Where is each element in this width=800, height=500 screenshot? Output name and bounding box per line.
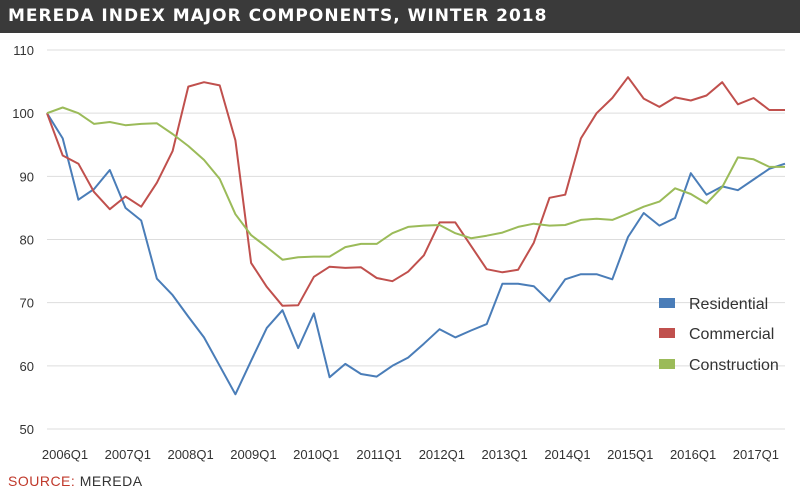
x-tick-label: 2006Q1 xyxy=(42,447,88,462)
y-tick-label: 50 xyxy=(20,422,34,437)
chart-title: MEREDA INDEX MAJOR COMPONENTS, WINTER 20… xyxy=(8,6,548,26)
x-tick-label: 2015Q1 xyxy=(607,447,653,462)
y-tick-label: 80 xyxy=(20,233,34,248)
x-tick-label: 2017Q1 xyxy=(733,447,779,462)
y-tick-label: 100 xyxy=(12,106,34,121)
series-line-commercial xyxy=(46,76,785,307)
x-tick-label: 2016Q1 xyxy=(670,447,716,462)
x-tick-label: 2010Q1 xyxy=(293,447,339,462)
source-value: MEREDA xyxy=(79,473,143,489)
x-tick-label: 2011Q1 xyxy=(356,447,401,462)
y-tick-label: 90 xyxy=(20,169,34,184)
y-tick-label: 60 xyxy=(20,359,34,374)
series-line-construction xyxy=(46,106,785,261)
legend-label-commercial: Commercial xyxy=(689,326,774,343)
legend-swatch-construction xyxy=(659,359,675,369)
x-tick-label: 2007Q1 xyxy=(105,447,151,462)
legend-swatch-residential xyxy=(659,298,675,308)
x-tick-label: 2009Q1 xyxy=(230,447,276,462)
x-tick-label: 2013Q1 xyxy=(482,447,528,462)
x-tick-label: 2012Q1 xyxy=(419,447,465,462)
x-tick-label: 2008Q1 xyxy=(167,447,213,462)
chart: 50 60 70 80 90 100 110 2006Q1 2007Q1 2008Q1 2009Q1… xyxy=(12,43,786,462)
x-tick-label: 2014Q1 xyxy=(544,447,590,462)
source-label: SOURCE: xyxy=(8,473,76,489)
legend-label-residential: Residential xyxy=(689,296,768,313)
series-line-residential xyxy=(46,112,786,396)
source-line: SOURCE: MEREDA xyxy=(8,473,143,489)
legend-swatch-commercial xyxy=(659,328,675,338)
legend-label-construction: Construction xyxy=(689,357,779,374)
y-tick-label: 110 xyxy=(13,43,34,58)
title-bar: MEREDA INDEX MAJOR COMPONENTS, WINTER 20… xyxy=(0,0,800,33)
y-tick-label: 70 xyxy=(20,296,34,311)
